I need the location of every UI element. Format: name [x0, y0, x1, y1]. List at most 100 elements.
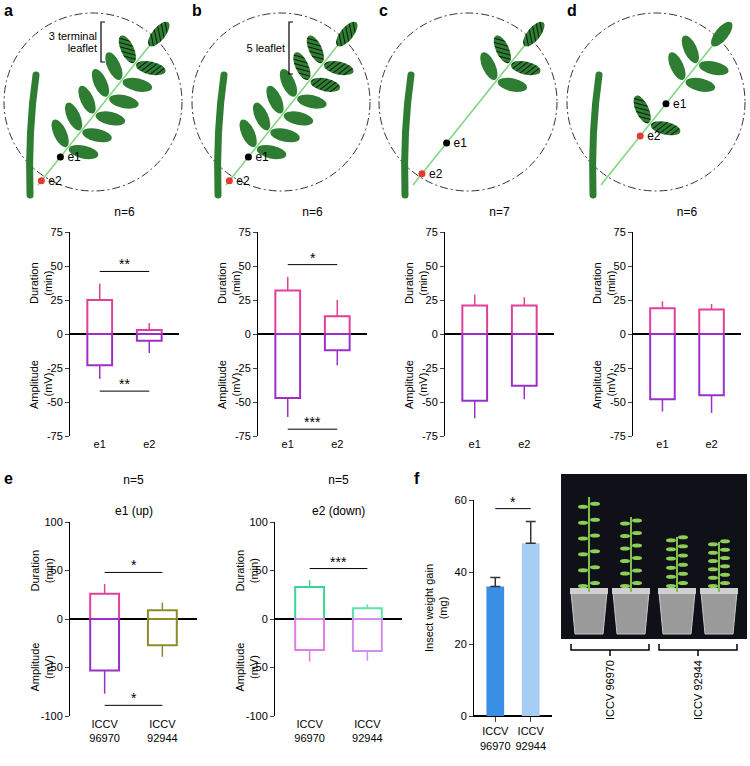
svg-text:n=5: n=5: [123, 473, 144, 487]
svg-text:-25: -25: [47, 362, 63, 374]
svg-text:e1: e1: [454, 136, 468, 150]
svg-text:75: 75: [426, 226, 438, 238]
svg-text:0: 0: [57, 613, 63, 625]
svg-text:c: c: [379, 2, 388, 19]
svg-text:e2: e2: [331, 438, 343, 450]
svg-text:Amplitude(mV): Amplitude(mV): [234, 643, 260, 692]
svg-text:Insect weight gain(mg): Insect weight gain(mg): [423, 564, 449, 652]
svg-text:e2 (down): e2 (down): [312, 504, 365, 518]
svg-text:50: 50: [51, 564, 63, 576]
svg-text:25: 25: [426, 294, 438, 306]
svg-text:50: 50: [238, 260, 250, 272]
svg-text:3 terminal: 3 terminal: [49, 30, 97, 42]
svg-text:n=7: n=7: [489, 205, 510, 219]
svg-text:-100: -100: [246, 710, 268, 722]
svg-text:leaflet: leaflet: [68, 42, 97, 54]
svg-text:e1: e1: [469, 438, 481, 450]
svg-text:75: 75: [613, 226, 625, 238]
svg-text:*: *: [131, 690, 137, 706]
svg-text:e1: e1: [94, 438, 106, 450]
svg-text:Amplitude(mV): Amplitude(mV): [591, 360, 617, 409]
svg-text:e1: e1: [656, 438, 668, 450]
svg-text:Duration(min): Duration(min): [234, 550, 260, 592]
svg-text:n=6: n=6: [302, 205, 323, 219]
svg-text:5 leaflet: 5 leaflet: [246, 42, 285, 54]
svg-text:n=5: n=5: [328, 473, 349, 487]
svg-text:***: ***: [304, 414, 321, 430]
svg-text:ICCV 96970: ICCV 96970: [604, 660, 616, 720]
svg-text:-25: -25: [422, 362, 438, 374]
svg-text:100: 100: [44, 516, 62, 528]
svg-text:0: 0: [57, 328, 63, 340]
svg-text:**: **: [119, 256, 130, 272]
svg-text:e1: e1: [672, 97, 686, 111]
svg-text:n=6: n=6: [676, 205, 697, 219]
svg-text:25: 25: [613, 294, 625, 306]
svg-text:n=6: n=6: [114, 205, 135, 219]
svg-text:ICCV92944: ICCV92944: [515, 725, 546, 751]
svg-text:-75: -75: [422, 430, 438, 442]
svg-text:b: b: [192, 2, 202, 19]
svg-text:0: 0: [619, 328, 625, 340]
svg-text:***: ***: [330, 554, 347, 570]
svg-text:ICCV92944: ICCV92944: [147, 718, 178, 744]
svg-text:e2: e2: [647, 129, 661, 143]
svg-text:50: 50: [256, 564, 268, 576]
svg-text:75: 75: [51, 226, 63, 238]
svg-text:-25: -25: [609, 362, 625, 374]
svg-text:Amplitude(mV): Amplitude(mV): [216, 360, 242, 409]
svg-text:-50: -50: [47, 661, 63, 673]
svg-text:e2: e2: [518, 438, 530, 450]
svg-text:0: 0: [432, 328, 438, 340]
svg-text:e2: e2: [705, 438, 717, 450]
svg-text:-50: -50: [47, 396, 63, 408]
svg-text:0: 0: [262, 613, 268, 625]
svg-text:60: 60: [455, 494, 467, 506]
svg-text:a: a: [4, 2, 13, 19]
svg-text:-75: -75: [234, 430, 250, 442]
svg-text:e2: e2: [236, 174, 250, 188]
svg-text:Duration(min): Duration(min): [403, 262, 429, 304]
svg-text:*: *: [131, 557, 137, 573]
svg-text:-50: -50: [422, 396, 438, 408]
svg-text:25: 25: [51, 294, 63, 306]
svg-text:-50: -50: [609, 396, 625, 408]
svg-text:-50: -50: [234, 396, 250, 408]
svg-text:ICCV96970: ICCV96970: [294, 718, 325, 744]
svg-text:100: 100: [249, 516, 267, 528]
svg-text:e1: e1: [255, 150, 269, 164]
svg-text:Duration(min): Duration(min): [216, 262, 242, 304]
svg-text:*: *: [510, 494, 516, 510]
svg-text:-75: -75: [609, 430, 625, 442]
svg-text:0: 0: [244, 328, 250, 340]
svg-text:e1: e1: [67, 150, 81, 164]
svg-text:e2: e2: [143, 438, 155, 450]
svg-text:e1 (up): e1 (up): [115, 504, 153, 518]
svg-text:Amplitude(mV): Amplitude(mV): [403, 360, 429, 409]
svg-text:-75: -75: [47, 430, 63, 442]
svg-text:d: d: [567, 2, 577, 19]
svg-text:**: **: [119, 376, 130, 392]
svg-text:50: 50: [426, 260, 438, 272]
svg-text:ICCV 92944: ICCV 92944: [692, 660, 704, 720]
svg-text:Duration(min): Duration(min): [28, 262, 54, 304]
svg-text:25: 25: [238, 294, 250, 306]
svg-text:Amplitude(mV): Amplitude(mV): [29, 643, 55, 692]
svg-text:40: 40: [455, 566, 467, 578]
svg-text:-100: -100: [41, 710, 63, 722]
svg-text:ICCV96970: ICCV96970: [480, 725, 511, 751]
svg-text:20: 20: [455, 638, 467, 650]
svg-text:0: 0: [461, 710, 467, 722]
svg-text:e2: e2: [429, 167, 443, 181]
svg-text:50: 50: [51, 260, 63, 272]
svg-text:Amplitude(mV): Amplitude(mV): [28, 360, 54, 409]
svg-text:-25: -25: [234, 362, 250, 374]
svg-text:-50: -50: [252, 661, 268, 673]
svg-text:Duration(min): Duration(min): [29, 550, 55, 592]
svg-text:ICCV96970: ICCV96970: [89, 718, 120, 744]
svg-text:e1: e1: [281, 438, 293, 450]
svg-text:50: 50: [613, 260, 625, 272]
svg-text:75: 75: [238, 226, 250, 238]
svg-text:e2: e2: [48, 174, 62, 188]
svg-text:ICCV92944: ICCV92944: [352, 718, 383, 744]
